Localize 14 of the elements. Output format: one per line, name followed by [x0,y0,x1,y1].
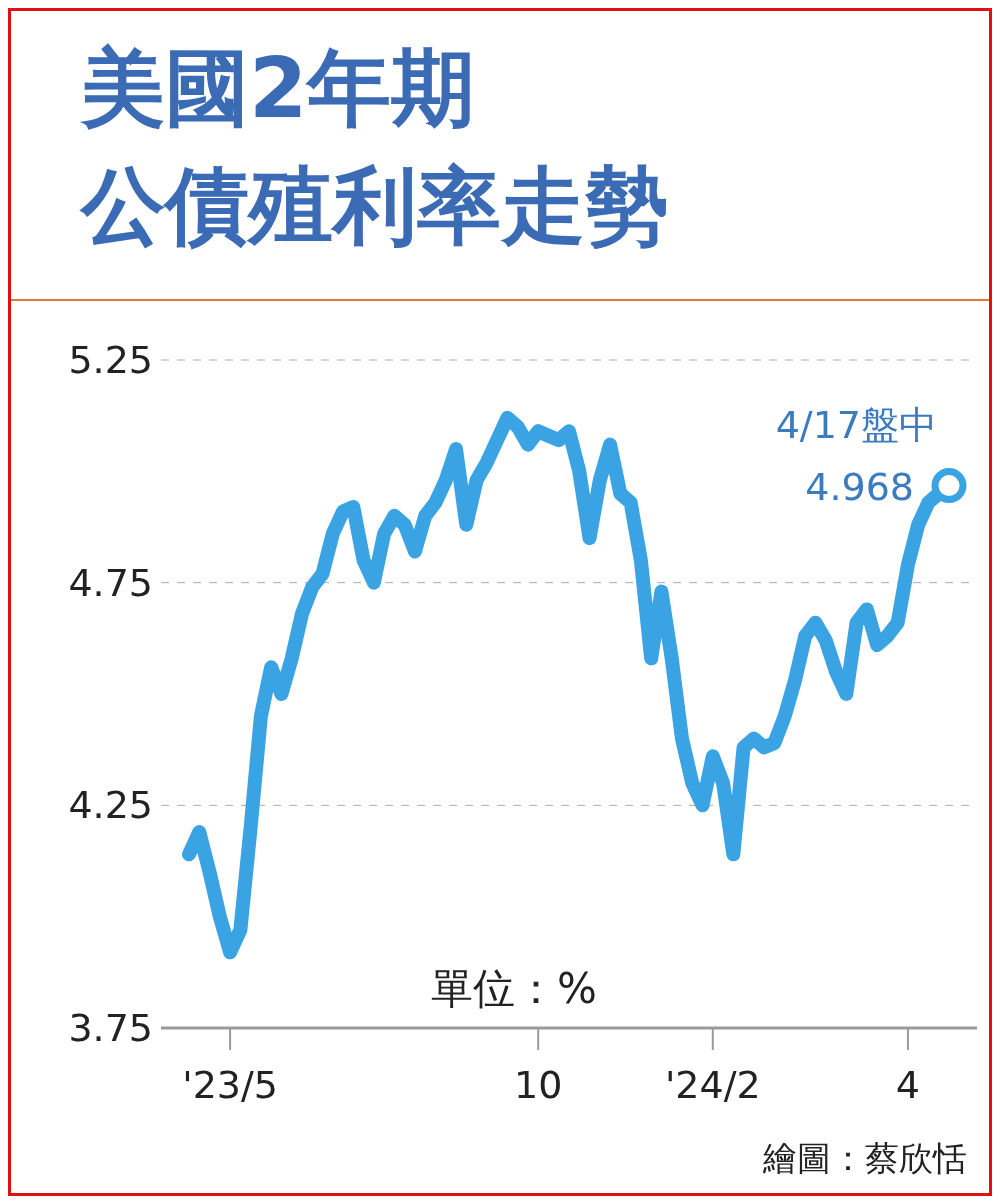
annotation: 單位：% [431,963,597,1015]
y-tick-label: 4.25 [68,783,153,828]
y-tick-label: 3.75 [68,1006,153,1050]
x-tick-label: '24/2 [664,1063,761,1107]
annotation: 4/17盤中 [775,402,937,447]
x-tick-label: 10 [514,1063,563,1107]
text: 繪圖：蔡欣恬 [763,1137,967,1180]
chart-subtitle: 公債殖利率走勢 [81,156,669,257]
x-tick-label: 4 [895,1063,921,1107]
data-label: 4.968 [805,464,914,509]
y-tick-label: 4.75 [68,560,153,605]
chart-title: 美國2年期 [81,38,477,139]
x-tick-label: '23/5 [182,1063,278,1107]
y-tick-label: 5.25 [68,338,153,382]
